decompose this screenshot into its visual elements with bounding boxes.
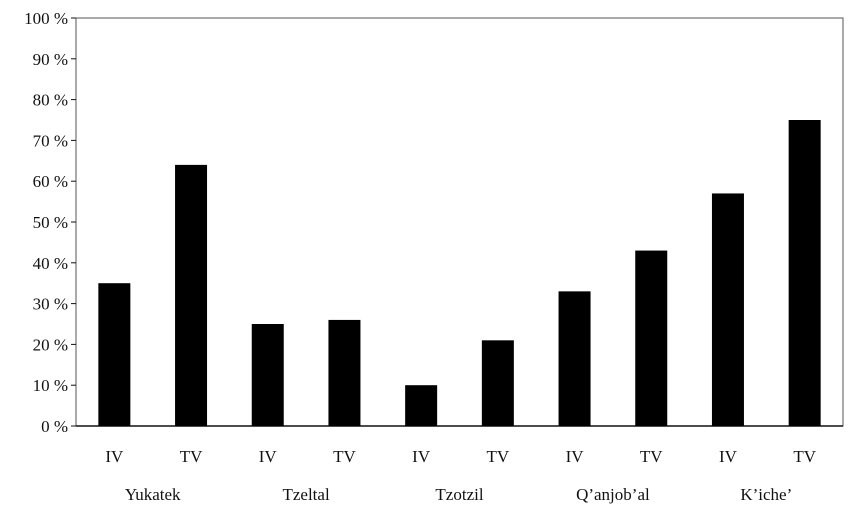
group-labels: Yukatek Tzeltal Tzotzil Q’anjob’al K’iche’ (125, 485, 792, 504)
y-tick-label: 50 % (33, 213, 68, 232)
group-label: Tzotzil (435, 485, 483, 504)
x-tick-label: IV (412, 447, 431, 466)
y-tick-label: 30 % (33, 295, 68, 314)
x-axis: IV TV IV TV IV TV IV TV IV TV (105, 447, 816, 466)
group-label: Tzeltal (282, 485, 329, 504)
bars-group (98, 120, 821, 426)
y-tick-label: 40 % (33, 254, 68, 273)
y-axis: 0 % 10 % 20 % 30 % 40 % 50 % 60 % 70 % 80 % 90 % 1… (24, 9, 76, 436)
x-tick-label: TV (487, 447, 510, 466)
bar-4 (328, 319, 361, 426)
bar-5 (405, 385, 438, 426)
x-tick-label: IV (719, 447, 738, 466)
bar-1 (98, 283, 131, 426)
group-label: K’iche’ (740, 485, 792, 504)
bar-6 (481, 340, 514, 426)
group-label: Q’anjob’al (576, 485, 650, 504)
x-tick-label: IV (566, 447, 585, 466)
bar-2 (175, 164, 208, 426)
y-tick-label: 100 % (24, 9, 68, 28)
x-tick-label: IV (259, 447, 278, 466)
x-tick-label: TV (333, 447, 356, 466)
x-tick-label: IV (105, 447, 124, 466)
bar-9 (711, 193, 744, 426)
y-tick-label: 10 % (33, 376, 68, 395)
x-tick-label: TV (640, 447, 663, 466)
bar-3 (251, 324, 284, 426)
y-tick-label: 0 % (41, 417, 68, 436)
x-tick-label: TV (793, 447, 816, 466)
y-tick-label: 70 % (33, 131, 68, 150)
y-tick-label: 20 % (33, 335, 68, 354)
y-tick-label: 80 % (33, 91, 68, 110)
group-label: Yukatek (125, 485, 181, 504)
x-tick-label: TV (180, 447, 203, 466)
bar-8 (635, 250, 668, 426)
y-tick-label: 60 % (33, 172, 68, 191)
bar-7 (558, 291, 591, 426)
y-tick-label: 90 % (33, 50, 68, 69)
bar-10 (788, 120, 821, 426)
